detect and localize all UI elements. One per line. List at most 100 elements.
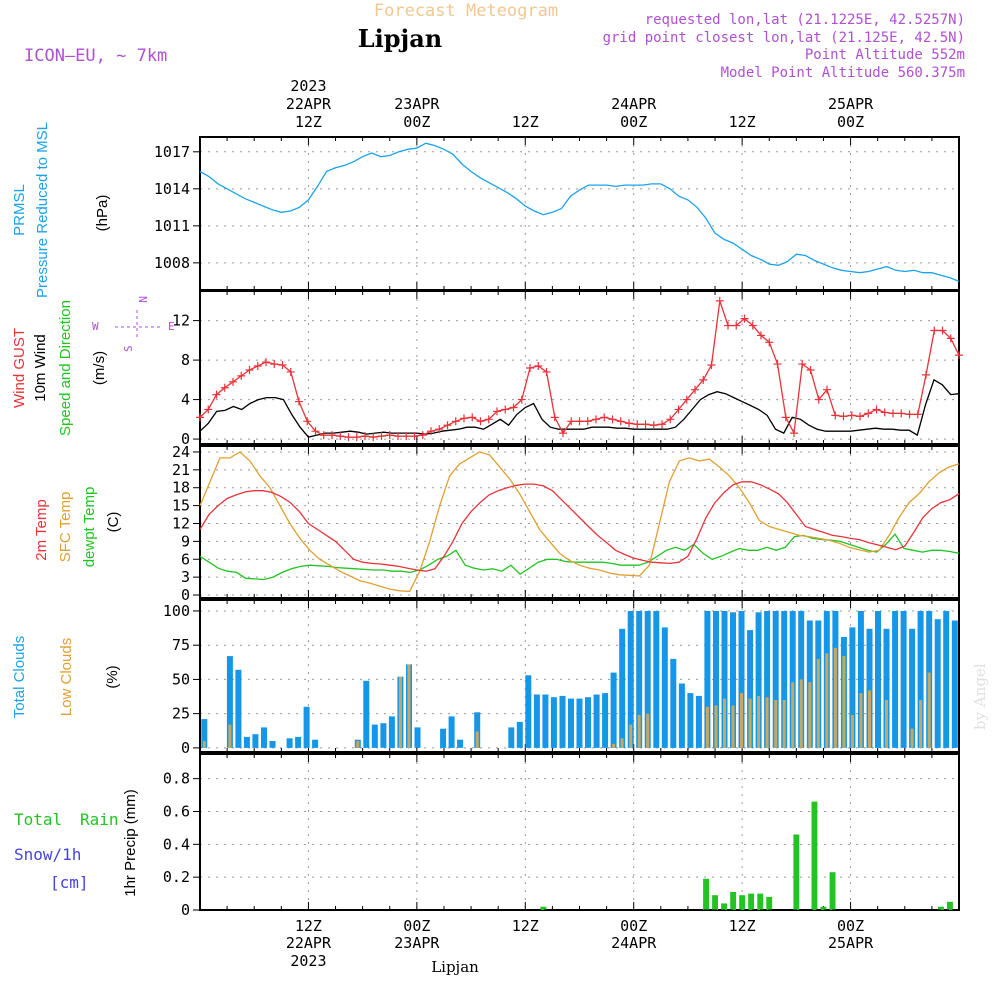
bottom-time-hour: 12Z — [512, 917, 539, 935]
precip-label-unit: [cm] — [50, 873, 89, 892]
total-cloud-bar — [380, 723, 387, 748]
total-cloud-bar — [602, 693, 609, 748]
wind-gust-marker — [897, 409, 906, 418]
temp-ytick-label: 3 — [181, 568, 190, 586]
wind-gust-marker — [732, 321, 741, 330]
wind-gust-marker — [889, 409, 897, 418]
wind-gust-marker — [666, 415, 675, 424]
temp-ytick-label: 12 — [172, 514, 190, 532]
wind-gust-marker — [592, 415, 600, 424]
cloud-label-2: Low Clouds — [58, 638, 75, 716]
cloud-labels: Total Clouds Low Clouds (%) — [11, 636, 121, 719]
wind-gust-marker — [460, 414, 468, 423]
low-cloud-bar — [629, 724, 633, 748]
clouds-ytick-label: 100 — [163, 602, 190, 620]
total-cloud-bar — [900, 611, 907, 748]
rain-bar — [748, 893, 755, 910]
temp-label-3: dewpt Temp — [81, 487, 98, 568]
total-cloud-bar — [883, 628, 890, 748]
low-cloud-bar — [919, 700, 923, 748]
wind-gust-marker — [319, 431, 328, 440]
precip-ytick-label: 0 — [181, 901, 190, 919]
top-time-date: 24APR — [611, 95, 657, 113]
wind-unit: (m/s) — [91, 351, 108, 385]
wind-gust-marker — [649, 421, 658, 430]
low-cloud-bar — [927, 672, 931, 748]
low-cloud-bar — [885, 700, 888, 748]
low-cloud-bar — [705, 706, 709, 748]
rain-bar — [703, 878, 709, 910]
low-cloud-bar — [791, 682, 795, 748]
wind-ytick-label: 12 — [172, 312, 190, 330]
wind-gust-marker — [352, 433, 361, 442]
total-cloud-bar — [934, 619, 941, 748]
total-cloud-bar — [508, 727, 515, 748]
wind-gust-marker — [625, 419, 633, 428]
precip-label-snow: Snow/1h — [14, 845, 81, 864]
wind-gust-marker — [443, 421, 452, 430]
wind-gust-marker — [328, 431, 336, 440]
rain-bar — [793, 834, 800, 910]
wind-gust-marker — [253, 362, 262, 371]
wind-gust-marker — [394, 432, 402, 441]
wind-gust-marker — [691, 385, 699, 394]
total-cloud-bar — [448, 716, 455, 748]
pressure-grid — [200, 137, 959, 290]
total-cloud-bar — [252, 734, 259, 748]
low-cloud-bar — [859, 693, 863, 748]
bottom-time-hour: 00Z — [837, 917, 864, 935]
precip-ytick-label: 0.8 — [163, 770, 190, 788]
low-cloud-bar — [740, 693, 743, 748]
wind-gust-marker — [641, 420, 650, 429]
top-time-hour: 00Z — [403, 113, 430, 131]
location-title: Lipjan — [358, 24, 442, 53]
product-title: Forecast Meteogram — [374, 1, 558, 21]
wind-gust-marker — [204, 405, 213, 414]
wind-gust-marker — [559, 429, 567, 438]
low-cloud-bar — [475, 731, 479, 748]
low-cloud-bar — [757, 695, 761, 748]
temp-ytick-label: 24 — [172, 443, 190, 461]
total-cloud-bar — [627, 611, 634, 748]
wind-gust-marker — [880, 408, 889, 417]
wind-gust-marker — [583, 417, 592, 426]
temp-label-1: 2m Temp — [33, 499, 50, 560]
total-cloud-bar — [866, 628, 873, 748]
precip-label-rain-1: Total — [14, 810, 62, 829]
rain-bar — [811, 801, 818, 910]
wind-labels: Wind GUST 10m Wind Speed and Direction (… — [11, 296, 175, 436]
grid-point-coords: grid point closest lon,lat (21.125E, 42.… — [603, 30, 965, 46]
wind-gust-marker — [410, 432, 419, 441]
total-cloud-bar — [201, 719, 208, 748]
wind-gust-marker — [278, 361, 287, 370]
wind-gust-marker — [806, 365, 815, 374]
low-cloud-bar — [842, 656, 846, 748]
wind-gust-marker — [550, 413, 559, 422]
wind-gust-marker — [402, 432, 411, 441]
bottom-time-hour: 00Z — [403, 917, 430, 935]
total-cloud-bar — [414, 727, 421, 748]
total-cloud-bar — [226, 656, 233, 748]
low-cloud-bar — [808, 682, 812, 748]
low-cloud-bar — [816, 658, 820, 748]
total-cloud-bar — [576, 698, 583, 748]
low-cloud-bar — [765, 697, 769, 748]
wind-gust-marker — [724, 321, 732, 330]
wind-gust-marker — [567, 417, 576, 426]
clouds-panel: 0 25 50 75 100 — [163, 599, 960, 757]
precip-ytick-label: 0.2 — [163, 868, 190, 886]
top-time-hour: 12Z — [295, 113, 322, 131]
low-cloud-bar — [202, 741, 206, 748]
pressure-label-1: PRMSL — [11, 184, 28, 236]
wind-gust-marker — [377, 432, 386, 441]
total-cloud-bar — [653, 611, 660, 748]
rain-bar — [739, 895, 746, 910]
wind-gust-marker — [913, 410, 922, 419]
total-cloud-bar — [909, 628, 916, 748]
wind-gust-marker — [476, 417, 485, 426]
rain-bar — [947, 901, 953, 910]
wind-ytick-label: 8 — [181, 351, 190, 369]
total-cloud-bar — [713, 611, 719, 748]
total-cloud-bar — [295, 736, 302, 748]
